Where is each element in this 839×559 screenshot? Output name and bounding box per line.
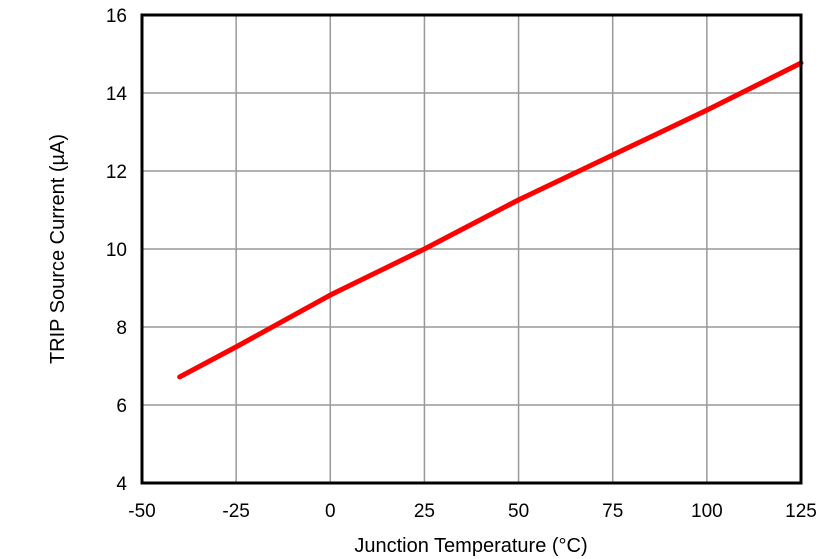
y-tick-label: 10 (106, 240, 127, 261)
x-tick-label: 25 (414, 501, 435, 522)
x-tick-label: 100 (691, 501, 723, 522)
x-tick-labels: -50 -25 0 25 50 75 100 125 (128, 501, 817, 522)
plot-frame (140, 13, 803, 485)
y-tick-labels: 4 6 8 10 12 14 16 (106, 6, 128, 495)
x-tick-label: -50 (128, 501, 155, 522)
y-tick-label: 4 (116, 474, 127, 495)
series-layer (177, 60, 804, 380)
y-tick-label: 16 (106, 6, 127, 27)
grid (142, 15, 801, 483)
x-tick-label: 0 (325, 501, 336, 522)
series-line (177, 60, 804, 380)
x-tick-label: 125 (785, 501, 817, 522)
y-tick-label: 6 (116, 396, 127, 417)
x-tick-label: -25 (222, 501, 249, 522)
y-tick-label: 12 (106, 162, 127, 183)
x-tick-label: 50 (508, 501, 529, 522)
y-tick-label: 8 (116, 318, 127, 339)
y-axis-label: TRIP Source Current (µA) (47, 134, 69, 364)
x-axis-label: Junction Temperature (°C) (354, 535, 587, 557)
y-tick-label: 14 (106, 84, 128, 105)
x-tick-label: 75 (602, 501, 623, 522)
